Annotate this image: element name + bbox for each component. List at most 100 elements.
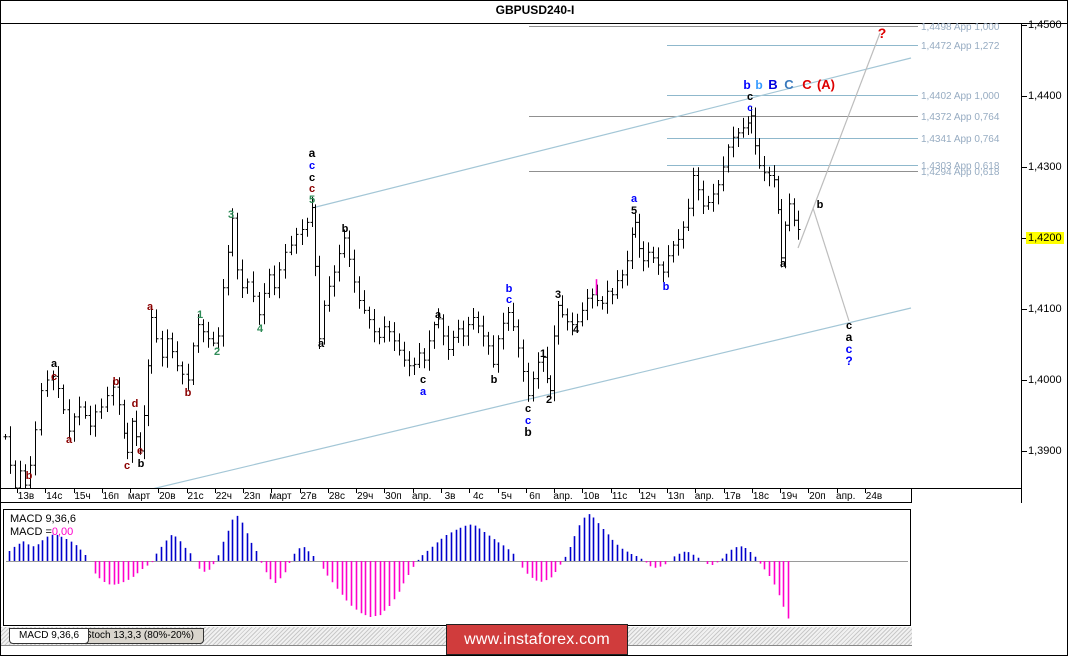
time-label-24: апр. [694,491,715,502]
time-label-27: 19ч [781,491,798,502]
wave-label-d-5: d [132,398,139,410]
time-tick-11 [327,489,329,493]
wave-label-c-17: c [309,172,315,184]
time-label-7: 22ч [215,491,233,502]
instaforex-watermark: www.instaforex.com [446,624,628,655]
wave-label-q-44: ? [878,25,887,41]
wave-label-b-21: b [342,223,349,235]
price-label-1.39: 1,3900 [1028,445,1062,457]
time-label-28: 20п [809,491,826,502]
wave-label-4-14: 4 [257,323,264,335]
wave-label-b-26: b [506,283,513,295]
wave-label-C-48: C [784,77,794,92]
wave-label-C-49: C [802,77,812,92]
wave-label-b-39: b [817,199,824,211]
wave-label-3-33: 3 [555,289,561,301]
time-tick-27 [780,489,782,493]
level-label-1.4341: 1,4341 App 0,764 [921,134,1000,145]
wave-label-b-46: b [755,78,762,92]
forecast-line-0[interactable] [797,32,881,249]
price-tick-1.41 [1021,309,1027,310]
wave-label-3-13: 3 [228,209,234,221]
wave-label-a-3: a [66,434,73,446]
wave-label-1-11: 1 [197,309,203,321]
current-price-label: 1,4200 [1026,232,1064,244]
wave-label-b-10: b [185,387,192,399]
wave-label-5-36: 5 [631,205,637,217]
price-tick-1.45 [1021,25,1027,26]
wave-label-a-20: a [318,338,325,350]
time-label-6: 21с [187,491,204,502]
tab-stochastic[interactable]: Stoch 13,3,3 (80%-20%) [75,628,204,644]
level-label-1.4294: 1,4294 App 0,618 [921,167,1000,178]
time-label-1: 14с [46,491,63,502]
level-label-1.4498: 1,4498 App 1,000 [921,22,1000,33]
wave-label-c-27: c [506,294,512,306]
time-tick-7 [214,489,216,493]
time-label-16: 4с [472,491,484,502]
price-label-1.41: 1,4100 [1028,303,1062,315]
time-axis[interactable]: 13в 14с 15ч 16п март 20в 21с 22ч 23п март 27в 28с 29… [1,489,912,503]
tab-macd[interactable]: MACD 9,36,6 [9,628,90,644]
time-label-30: 24в [865,491,883,502]
wave-label-c-52: c [747,103,753,114]
time-tick-28 [808,489,810,493]
wave-label-a-1: a [51,358,58,370]
time-tick-20 [582,489,584,493]
trendline-1[interactable] [1,307,912,488]
time-tick-23 [667,489,669,493]
time-tick-3 [101,489,103,493]
trendline-0[interactable] [311,57,912,209]
time-label-15: 3в [444,491,456,502]
time-tick-29 [836,489,838,493]
time-label-29: апр. [836,491,856,502]
time-label-22: 12ч [639,491,657,502]
level-label-1.4303: 1,4303 App 0,618 [921,161,1000,172]
wave-label-a-15: a [309,146,316,160]
time-tick-21 [610,489,612,493]
time-tick-18 [525,489,527,493]
time-tick-14 [412,489,414,493]
time-tick-1 [45,489,47,493]
wave-label-b-37: b [663,281,670,293]
price-axis-line [1021,23,1022,503]
macd-value-row: MACD =0,00 [10,526,73,538]
time-tick-6 [186,489,188,493]
watermark-text: www.instaforex.com [464,630,610,648]
time-label-25: 17в [724,491,741,502]
time-tick-13 [384,489,386,493]
wave-label-4-34: 4 [573,324,580,336]
wave-label-c-29: c [525,415,531,427]
price-chart-canvas[interactable]: 1,4498 App 1,000 1,4472 App 1,272 1,4402 A… [1,1,1021,488]
macd-bars-negative [94,561,790,619]
macd-panel[interactable]: MACD 9,36,6 MACD =0,00 [3,509,911,626]
wave-label-a-23: a [420,386,427,398]
price-label-1.44: 1,4400 [1028,90,1062,102]
level-label-1.4402: 1,4402 App 1,000 [921,91,1000,102]
price-tick-1.42 [1021,238,1027,239]
macd-current-value: 0,00 [51,526,74,538]
wave-label-c-7: c [124,460,130,472]
wave-label-c-40: c [846,320,852,332]
time-tick-16 [469,489,471,493]
price-tick-1.4 [1021,380,1027,381]
wave-label-c-28: c [525,403,531,415]
time-tick-17 [497,489,499,493]
time-label-9: март [269,491,292,502]
time-tick-8 [243,489,245,493]
wave-label-b-0: b [26,470,33,482]
price-label-1.4: 1,4000 [1028,374,1062,386]
time-tick-25 [723,489,725,493]
time-label-2: 15ч [74,491,91,502]
time-tick-19 [554,489,556,493]
wave-label-2-12: 2 [214,346,220,358]
time-label-11: 28с [328,491,345,502]
price-label-1.45: 1,4500 [1028,19,1062,31]
price-axis[interactable]: 1,4500 1,4400 1,4300 1,4200 1,4100 1,4000 1,39… [1021,19,1067,503]
price-label-1.43: 1,4300 [1028,161,1062,173]
time-tick-0 [17,489,18,493]
forecast-line-1[interactable] [812,207,850,322]
wave-label-a-38: a [780,258,787,270]
time-label-19: апр. [553,491,573,502]
